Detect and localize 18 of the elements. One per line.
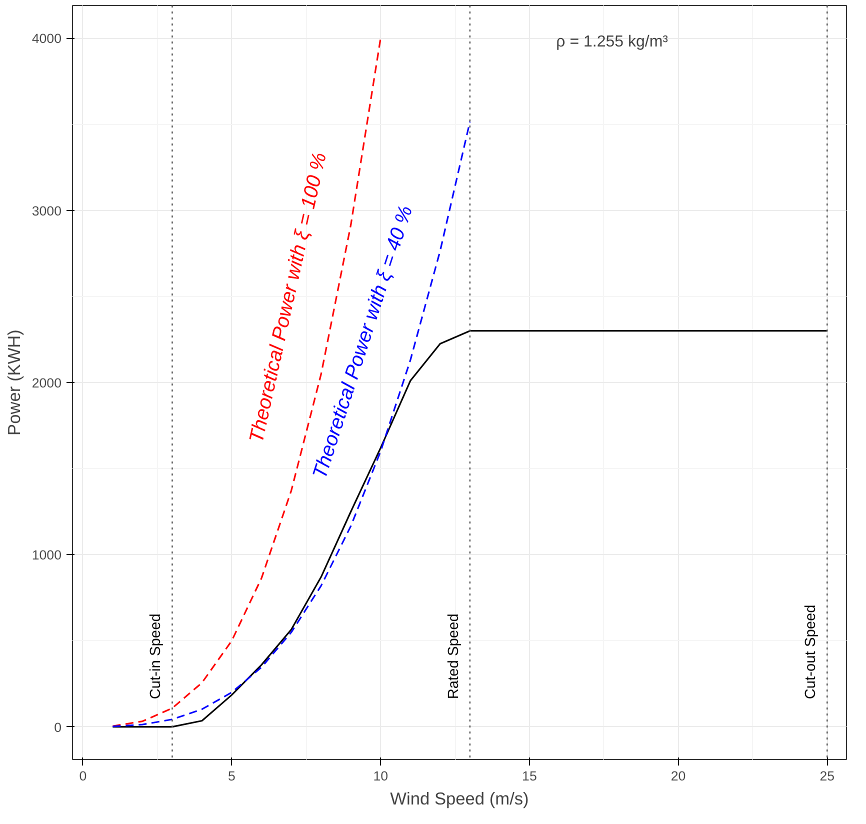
y-tick-label: 3000 [32, 203, 62, 218]
x-tick-label: 5 [228, 768, 236, 784]
x-tick-label: 15 [522, 768, 537, 784]
y-tick-label: 1000 [32, 548, 62, 563]
y-tick-label: 0 [54, 720, 62, 735]
x-tick-label: 20 [670, 768, 686, 784]
x-tick-label: 10 [373, 768, 388, 784]
line-series [112, 120, 471, 728]
x-axis-title: Wind Speed (m/s) [390, 788, 529, 808]
y-axis-title: Power (KWH) [4, 330, 24, 436]
ref-line-label: Rated Speed [446, 614, 462, 700]
x-tick-label: 0 [79, 768, 87, 784]
y-tick-label: 2000 [32, 376, 62, 390]
ref-line-label: Cut-in Speed [148, 614, 164, 700]
ref-line-label: Cut-out Speed [803, 604, 820, 700]
x-tick-label: 25 [820, 768, 835, 784]
annotation: ρ = 1.255 kg/m³ [556, 34, 669, 50]
y-tick-label: 4000 [32, 31, 62, 46]
